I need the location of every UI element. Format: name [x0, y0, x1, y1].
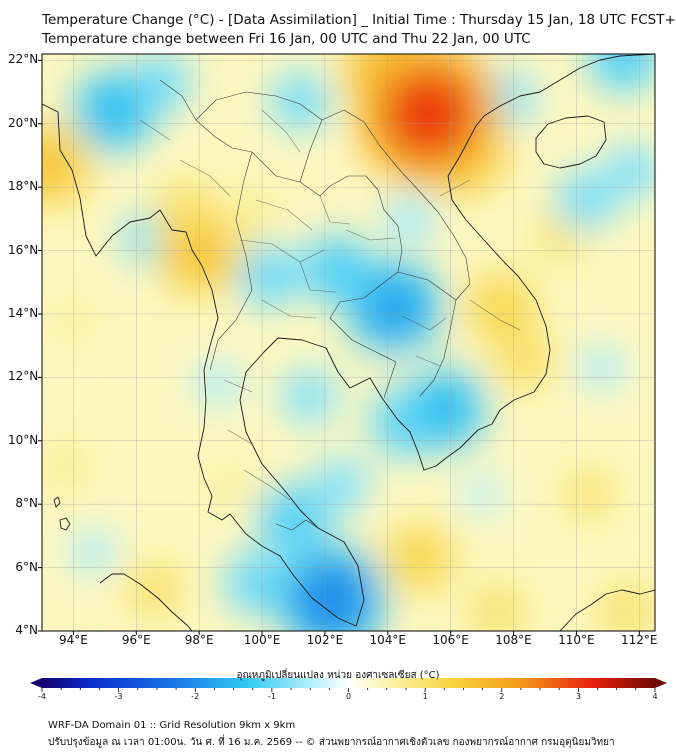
anomaly-center: [598, 54, 649, 82]
colorbar-min-arrow: [30, 678, 42, 688]
axis-ticks: [38, 59, 640, 635]
colorbar-tick-label: -1: [267, 692, 276, 701]
anomaly-center: [603, 588, 650, 631]
anomaly-center: [245, 252, 292, 299]
colorbar-tick-label: 3: [575, 692, 581, 701]
footer-domain-info: WRF-DA Domain 01 :: Grid Resolution 9km …: [48, 720, 296, 731]
field-layer: [42, 54, 655, 631]
longitude-label: 100°E: [243, 633, 281, 647]
longitude-label: 94°E: [58, 633, 88, 647]
colorbar-tick-label: -4: [38, 692, 46, 701]
anomaly-center: [363, 277, 425, 338]
anomaly-center: [499, 334, 547, 383]
latitude-label: 20°N: [8, 115, 39, 130]
anomaly-center: [211, 465, 251, 505]
longitude-label: 96°E: [121, 633, 151, 647]
latitude-label: 4°N: [15, 623, 38, 637]
colorbar-tick-label: 0: [345, 692, 352, 701]
small-island: [59, 517, 71, 531]
anomaly-center: [46, 445, 88, 487]
latitude-label: 18°N: [8, 179, 39, 194]
malaysia-border: [275, 519, 319, 531]
anomaly-center: [298, 566, 365, 631]
anomaly-center: [563, 177, 608, 222]
latitude-label: 16°N: [8, 242, 39, 257]
longitude-label: 98°E: [184, 633, 214, 647]
small-island: [53, 496, 61, 508]
colorbar-ticks: [41, 688, 656, 692]
anomaly-center: [73, 533, 111, 571]
longitude-label: 110°E: [558, 633, 595, 647]
latitude-label: 10°N: [8, 432, 39, 447]
anomaly-center: [42, 136, 77, 194]
cambodia-border: [397, 271, 457, 301]
anomaly-center: [132, 566, 179, 613]
borders: [139, 79, 521, 531]
colorbar-title: อุณหภูมิเปลี่ยนแปลง หน่วย องศาเซลเซียส (…: [236, 670, 440, 681]
china-border: [195, 91, 323, 121]
anomaly-center: [232, 192, 273, 233]
longitude-label: 106°E: [432, 633, 469, 647]
anomaly-center: [393, 532, 445, 584]
anomaly-center: [475, 281, 527, 334]
mainland-coastline: [42, 54, 655, 627]
thailand-border: [251, 151, 403, 399]
colorbar-tick-label: 4: [652, 692, 658, 701]
anomaly-center: [390, 199, 430, 239]
anomaly-center: [583, 349, 621, 387]
sumatra-coast: [99, 573, 193, 631]
colorbar-tick-label: 1: [422, 692, 428, 701]
anomaly-center: [611, 150, 655, 193]
colorbar-tick-label: -2: [191, 692, 200, 701]
anomaly-center: [277, 79, 322, 124]
coastlines: [42, 54, 655, 631]
anomaly-center: [199, 365, 237, 403]
latitude-label: 8°N: [15, 496, 38, 511]
anomaly-center: [464, 477, 500, 513]
map-subtitle: Temperature change between Fri 16 Jan, 0…: [42, 31, 531, 47]
latitude-label: 12°N: [8, 369, 39, 384]
longitude-label: 102°E: [306, 633, 344, 647]
anomaly-center: [319, 463, 362, 507]
hainan-island: [535, 115, 607, 169]
anomaly-center: [288, 375, 331, 418]
colorbar-max-arrow: [655, 678, 667, 688]
anomaly-center: [566, 472, 612, 517]
anomaly-center: [86, 83, 142, 139]
anomaly-center: [232, 560, 279, 607]
longitude-label: 112°E: [621, 633, 658, 647]
colorbar: [42, 678, 655, 688]
latitude-label: 6°N: [15, 559, 38, 574]
province-lines: [139, 109, 521, 501]
anomaly-center: [268, 495, 319, 545]
longitude-label: 104°E: [369, 633, 407, 647]
latitude-label: 14°N: [8, 305, 39, 320]
footer-credit: ปรับปรุงข้อมูล ณ เวลา 01:00น. วัน ศ. ที่…: [48, 737, 615, 748]
graticule: [42, 54, 655, 631]
laos-vietnam-border: [299, 109, 471, 397]
temperature-anomaly-blobs: [42, 54, 655, 631]
borneo-coast: [559, 589, 655, 631]
latitude-label: 22°N: [8, 52, 39, 67]
anomaly-center: [387, 73, 470, 156]
longitude-label: 108°E: [495, 633, 532, 647]
anomaly-center: [474, 588, 521, 631]
anomaly-center: [416, 381, 472, 437]
map-frame: [41, 53, 656, 632]
map-title: Temperature Change (°C) - [Data Assimila…: [42, 12, 676, 28]
colorbar-tick-label: 2: [499, 692, 505, 701]
colorbar-tick-label: -3: [114, 692, 123, 701]
